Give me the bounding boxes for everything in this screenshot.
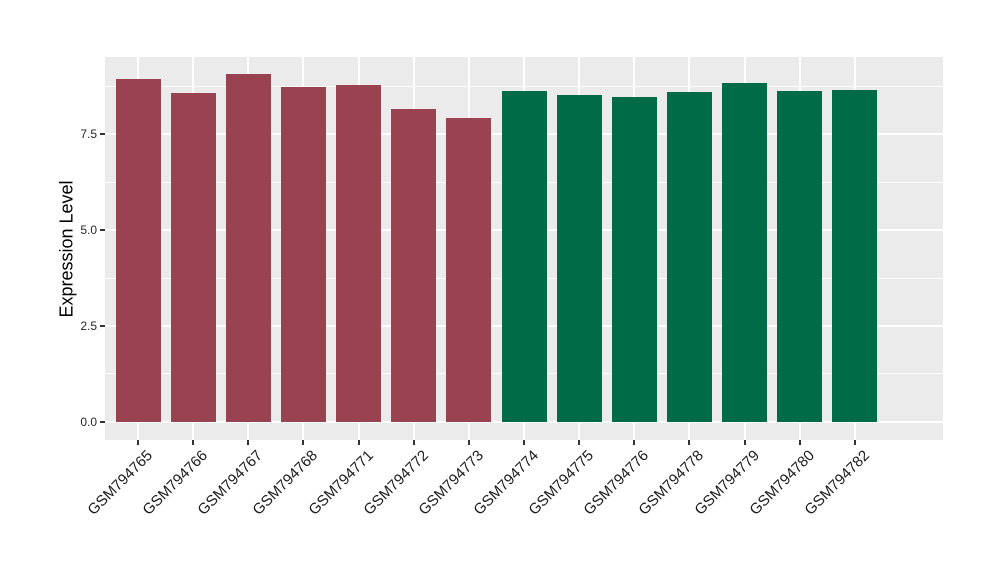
bar-GSM794772: [391, 108, 437, 422]
x-axis-tick-mark: [357, 440, 360, 445]
bar-GSM794775: [556, 95, 602, 422]
y-tick-label: 7.5: [80, 127, 97, 142]
y-axis-tick-mark: [100, 325, 105, 328]
y-axis-tick-mark: [100, 229, 105, 232]
x-axis-tick-mark: [633, 440, 636, 445]
x-axis-tick-mark: [578, 440, 581, 445]
y-axis-tick-mark: [100, 420, 105, 423]
x-axis-tick-mark: [467, 440, 470, 445]
x-axis-tick-mark: [412, 440, 415, 445]
x-axis-tick-mark: [523, 440, 525, 445]
bar-GSM794773: [446, 118, 492, 422]
bar-GSM794768: [280, 87, 326, 422]
x-axis-tick-mark: [192, 440, 195, 445]
bar-GSM794767: [225, 74, 271, 422]
y-axis-title: Expression Level: [56, 179, 77, 318]
bar-GSM794778: [666, 92, 712, 422]
x-axis-tick-mark: [137, 440, 140, 445]
plot-panel: [105, 57, 943, 440]
y-axis-tick-mark: [100, 133, 105, 136]
bar-GSM794780: [777, 90, 823, 422]
x-axis-tick-mark: [688, 440, 691, 445]
bar-GSM794779: [722, 82, 768, 422]
x-axis-tick-mark: [798, 440, 801, 445]
bar-GSM794765: [115, 79, 161, 422]
x-axis-tick-mark: [247, 440, 250, 445]
bar-GSM794774: [501, 90, 547, 422]
x-axis-tick-mark: [302, 440, 305, 445]
bar-GSM794782: [832, 89, 878, 422]
y-tick-label: 5.0: [80, 223, 97, 238]
bar-GSM794771: [336, 85, 382, 422]
x-axis-tick-mark: [853, 440, 856, 445]
bar-GSM794766: [170, 93, 216, 422]
bar-GSM794776: [611, 97, 657, 422]
y-tick-label: 0.0: [80, 414, 97, 429]
y-tick-label: 2.5: [80, 319, 97, 334]
x-axis-tick-mark: [743, 440, 746, 445]
